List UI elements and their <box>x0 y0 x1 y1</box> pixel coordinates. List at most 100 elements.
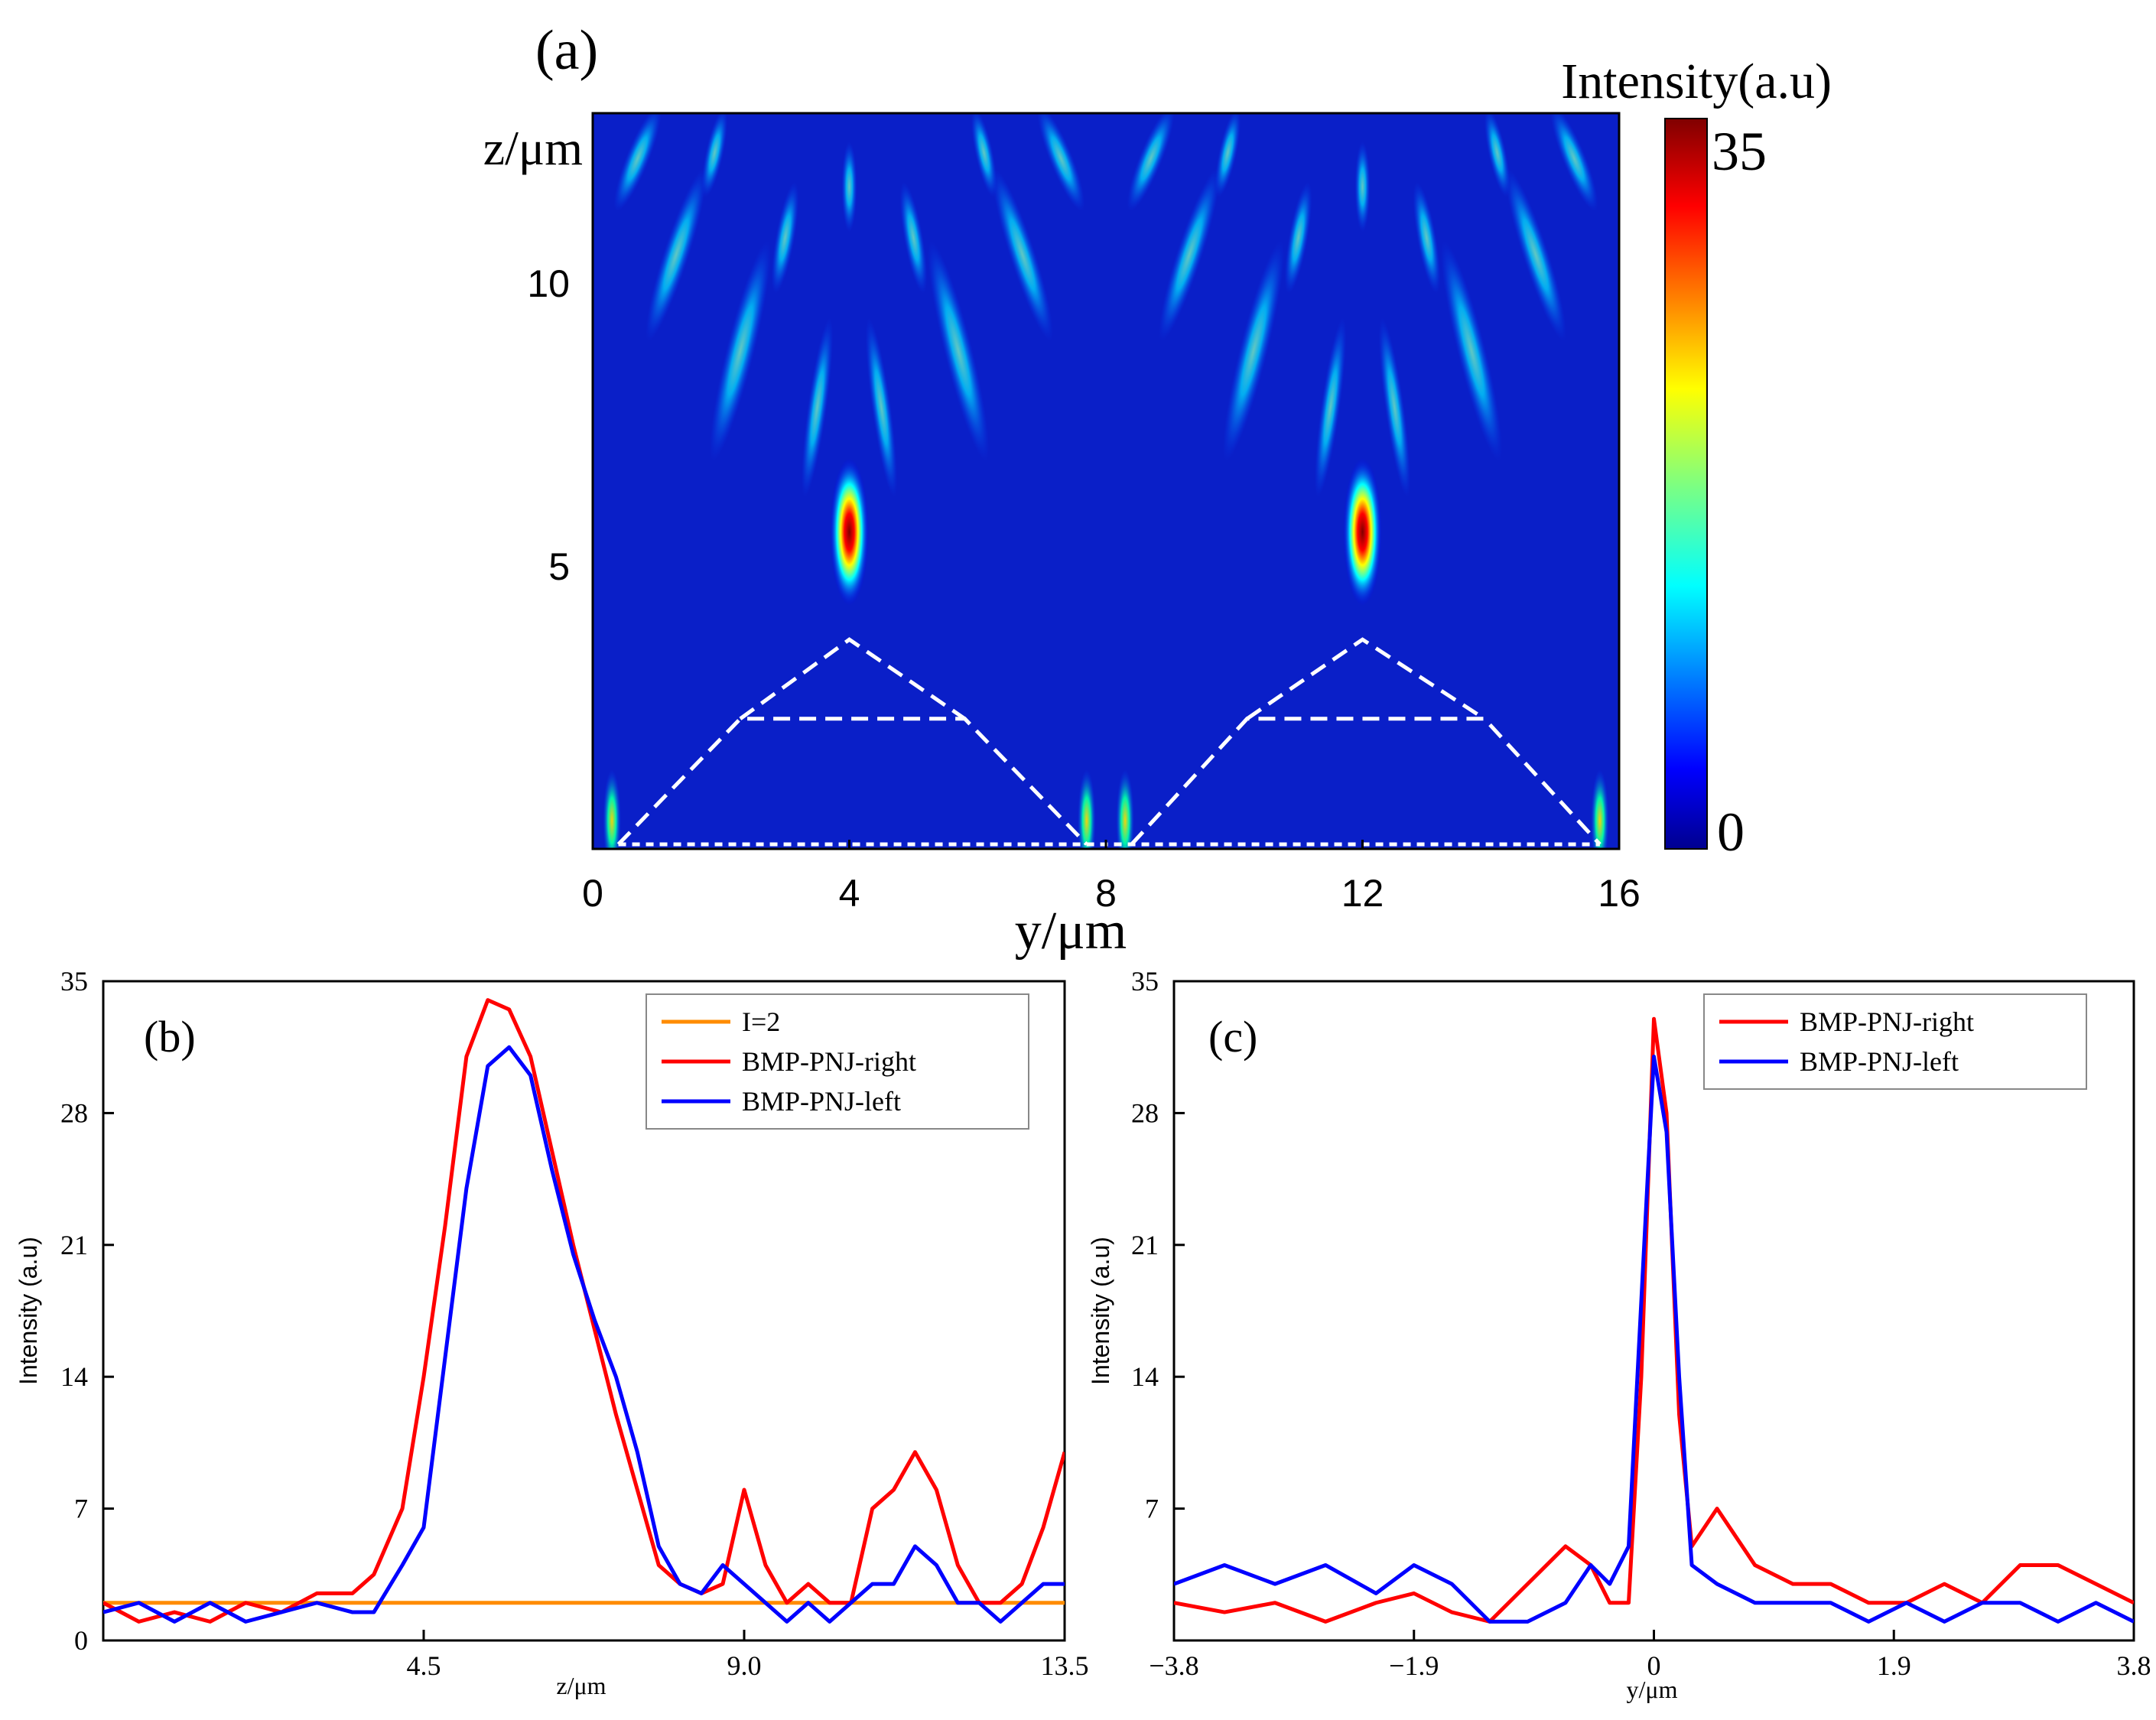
x-tick-label: 1.9 <box>1877 1650 1911 1681</box>
colorbar <box>1664 118 1708 850</box>
panel-b-y-axis-label: Intensity (a.u) <box>15 1237 42 1385</box>
x-tick-label: 13.5 <box>1041 1650 1089 1681</box>
heatmap-streak <box>801 317 834 498</box>
heatmap-streak <box>701 113 728 197</box>
heatmap-streak <box>971 113 997 197</box>
heatmap-streak <box>1127 113 1175 212</box>
y-tick-label: 14 <box>60 1361 88 1392</box>
y-tick-label: 21 <box>1131 1230 1159 1260</box>
y-tick-label: 35 <box>1131 966 1159 997</box>
x-tick-label: 3.8 <box>2117 1650 2151 1681</box>
panel-c-legend: BMP-PNJ-right BMP-PNJ-left <box>1703 993 2087 1090</box>
legend-entry: BMP-PNJ-right <box>1800 1006 1974 1037</box>
x-tick-label: 0 <box>582 872 603 915</box>
panel-a-x-ticks: 0 4 8 12 16 <box>582 840 1641 915</box>
microstructure-outline <box>739 637 966 720</box>
panel-b-x-axis-label: z/μm <box>556 1672 606 1699</box>
panel-b-line-chart: 4.5 9.0 13.5 0 7 14 21 28 35 (b) z/μm Intensity… <box>15 966 1089 1699</box>
heatmap-streak <box>613 113 662 212</box>
panel-b-series <box>103 998 1065 1624</box>
heatmap-streak <box>1222 241 1284 461</box>
heatmap-streak <box>771 181 799 294</box>
heatmap-streak <box>709 241 771 461</box>
panel-c-y-axis-label: Intensity (a.u) <box>1087 1237 1114 1385</box>
heatmap-streak <box>1215 113 1241 197</box>
y-tick-label: 10 <box>527 262 570 305</box>
heatmap-streak <box>603 769 621 849</box>
y-tick-label: 21 <box>60 1230 88 1260</box>
series-line-bmp-pnj-left <box>103 1045 1065 1624</box>
panel-a-y-axis-label: z/μm <box>483 121 583 175</box>
panel-a-y-ticks: 5 10 <box>527 262 570 588</box>
heatmap-streak <box>899 181 928 294</box>
panel-b-x-ticks: 4.5 9.0 13.5 <box>407 1630 1089 1681</box>
heatmap-streak <box>1505 168 1566 341</box>
heatmap-streaks <box>603 113 1609 849</box>
heatmap-streak <box>1413 181 1441 294</box>
y-tick-label: 7 <box>1145 1494 1159 1524</box>
panel-c-x-axis-label: y/μm <box>1627 1676 1678 1703</box>
panel-c-label: (c) <box>1208 1012 1257 1062</box>
legend-entry: BMP-PNJ-right <box>742 1046 916 1077</box>
legend-entry: BMP-PNJ-left <box>742 1086 901 1117</box>
heatmap-streak <box>1354 141 1371 232</box>
y-tick-label: 28 <box>1131 1097 1159 1128</box>
heatmap-streak <box>1159 168 1220 341</box>
legend-box <box>1703 993 2087 1090</box>
colorbar-min-label: 0 <box>1717 801 1745 863</box>
heatmap-streak <box>1484 113 1511 197</box>
heatmap-streak <box>1378 317 1411 498</box>
series-line-bmp-pnj-left <box>1174 1055 2134 1624</box>
y-tick-label: 14 <box>1131 1361 1159 1392</box>
panel-c-y-ticks: 7 14 21 28 35 <box>1131 966 1185 1524</box>
heatmap-streak <box>1441 241 1503 461</box>
heatmap-streak <box>1037 113 1085 212</box>
panel-c-series <box>1174 1016 2134 1624</box>
microstructure-outlines <box>616 637 1602 847</box>
panel-c-line-chart: −3.8 −1.9 0 1.9 3.8 7 14 21 28 35 (c) y/μm Inten… <box>1087 966 2151 1703</box>
heatmap-streak <box>992 168 1053 341</box>
series-line-bmp-pnj-right <box>103 998 1065 1624</box>
heatmap-hotspots <box>830 458 1382 606</box>
heatmap-streak <box>865 317 898 498</box>
legend-entry: BMP-PNJ-left <box>1800 1046 1959 1077</box>
y-tick-label: 7 <box>74 1494 88 1524</box>
panel-b-legend: I=2 BMP-PNJ-right BMP-PNJ-left <box>645 993 1029 1130</box>
heatmap-streak <box>928 241 990 461</box>
heatmap-background <box>593 113 1619 849</box>
y-tick-label: 5 <box>548 545 570 588</box>
panel-a-label: (a) <box>535 19 598 82</box>
x-tick-label: 4 <box>839 872 860 915</box>
panel-c-x-ticks: −3.8 −1.9 0 1.9 3.8 <box>1149 1630 2151 1681</box>
x-tick-label: 12 <box>1341 872 1384 915</box>
x-tick-label: 0 <box>1647 1650 1661 1681</box>
panel-b-label: (b) <box>144 1012 196 1062</box>
y-tick-label: 28 <box>60 1097 88 1128</box>
x-tick-label: −1.9 <box>1389 1650 1439 1681</box>
heatmap-streak <box>645 168 707 341</box>
y-tick-label: 35 <box>60 966 88 997</box>
colorbar-max-label: 35 <box>1712 121 1767 182</box>
x-tick-label: 8 <box>1095 872 1117 915</box>
panel-a-heatmap: (a) 0 4 8 12 16 5 10 y/μm z/μm Intensity(a.u)… <box>483 19 1832 961</box>
heatmap-streak <box>1116 769 1134 849</box>
heatmap-streak <box>1591 769 1609 849</box>
x-tick-label: 16 <box>1598 872 1641 915</box>
panel-a-x-axis-label: y/μm <box>1015 902 1127 961</box>
heatmap-streak <box>1078 769 1096 849</box>
x-tick-label: 4.5 <box>407 1650 441 1681</box>
heatmap-streak <box>1314 317 1347 498</box>
heatmap-hotspot <box>1343 458 1382 606</box>
panel-b-y-ticks: 0 7 14 21 28 35 <box>60 966 114 1656</box>
x-tick-label: 9.0 <box>727 1650 762 1681</box>
colorbar-title: Intensity(a.u) <box>1561 54 1832 109</box>
heatmap-hotspot <box>830 458 869 606</box>
legend-entry: I=2 <box>742 1006 780 1037</box>
y-tick-label: 0 <box>74 1625 88 1656</box>
heatmap-streak <box>1284 181 1312 294</box>
x-tick-label: −3.8 <box>1149 1650 1198 1681</box>
heatmap-streak <box>841 141 857 232</box>
microstructure-outline <box>616 717 1088 846</box>
microstructure-outline <box>1246 637 1486 720</box>
